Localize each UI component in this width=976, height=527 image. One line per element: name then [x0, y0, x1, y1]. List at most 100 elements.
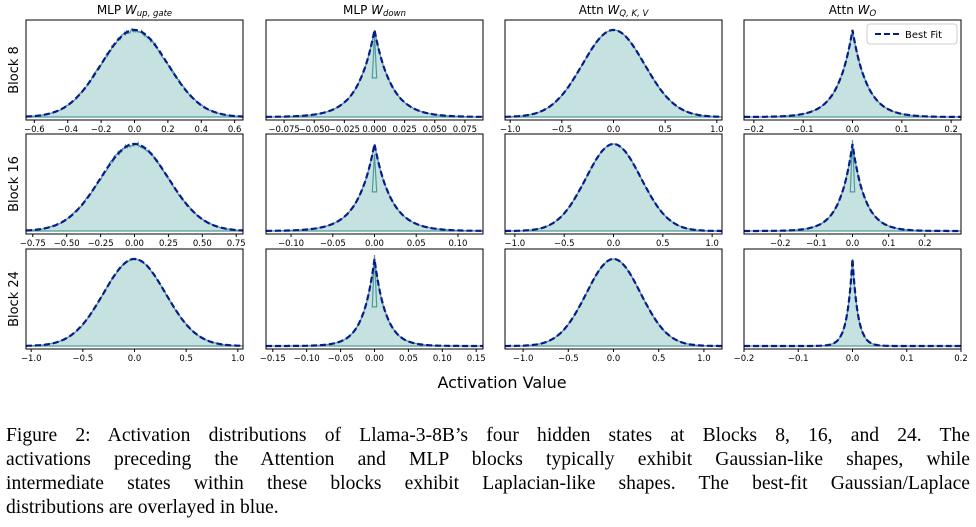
- x-tick-label: −0.5: [554, 239, 575, 249]
- x-tick-label: 0.025: [392, 125, 416, 135]
- x-tick-label: 0.0: [128, 354, 142, 364]
- activation-distribution-figure: MLP Wup, gate MLP Wdown Attn WQ, K, V Attn …: [7, 3, 968, 392]
- caption-line: Figure 2: Activation distributions of Ll…: [6, 425, 970, 446]
- x-tick-label: −0.50: [54, 239, 80, 249]
- x-tick-label: −0.6: [24, 125, 45, 135]
- histogram-spike: [849, 140, 856, 193]
- x-tick-label: 0.10: [433, 354, 452, 364]
- caption-line: intermediate states within these blocks …: [6, 473, 970, 494]
- distribution-panel: −0.15 −0.10 −0.05 0.00 0.05 0.10 0.15: [260, 248, 486, 364]
- column-title: Attn WO: [829, 3, 877, 19]
- figure-caption: Figure 2: Activation distributions of Ll…: [6, 424, 970, 520]
- x-tick-label: 0.0: [846, 125, 860, 135]
- x-tick-label: −0.2: [744, 125, 765, 135]
- x-tick-label: 0.25: [159, 239, 178, 249]
- column-title: MLP Wup, gate: [97, 3, 172, 19]
- x-tick-label: −0.5: [558, 354, 579, 364]
- x-tick-label: −0.10: [278, 239, 304, 249]
- x-tick-label: −0.15: [260, 354, 286, 364]
- row-label: Block 16: [7, 156, 22, 212]
- x-tick-label: 0.1: [895, 125, 909, 135]
- x-tick-label: −0.75: [20, 239, 46, 249]
- best-fit-curve: [266, 143, 483, 232]
- x-tick-label: 0.10: [448, 239, 467, 249]
- distribution-panel: −0.075−0.050−0.025 0.000 0.025 0.050 0.075: [265, 19, 484, 135]
- x-tick-label: 0.075: [453, 125, 477, 135]
- distribution-panel: −0.2 −0.1 0.0 0.1 0.2: [734, 248, 968, 364]
- x-tick-label: 0.2: [918, 239, 932, 249]
- x-tick-label: 0.50: [193, 239, 212, 249]
- x-tick-label: −0.10: [294, 354, 320, 364]
- x-tick-label: 0.0: [607, 239, 621, 249]
- x-tick-label: −0.2: [734, 354, 755, 364]
- x-tick-label: 0.5: [658, 125, 672, 135]
- x-tick-label: 0.000: [362, 125, 386, 135]
- x-tick-label: −0.5: [552, 125, 573, 135]
- distribution-panel: −1.0 −0.5 0.0 0.5 1.0: [21, 248, 245, 364]
- column-title: MLP Wdown: [343, 3, 406, 19]
- x-tick-label: 0.00: [365, 354, 384, 364]
- distribution-panel: −0.6 −0.4 −0.2 0.0 0.2 0.4 0.6: [24, 19, 244, 135]
- histogram-area: [25, 27, 244, 118]
- x-axis-label: Activation Value: [437, 373, 566, 392]
- best-fit-curve: [505, 257, 722, 348]
- x-tick-label: −0.075: [268, 125, 299, 135]
- x-tick-label: −1.0: [21, 354, 42, 364]
- distribution-panel: −1.0 −0.5 0.0 0.5 1.0: [500, 19, 724, 135]
- x-tick-label: −0.050: [298, 125, 329, 135]
- x-tick-label: 1.0: [705, 239, 719, 249]
- x-tick-label: −1.0: [505, 239, 526, 249]
- distribution-panel: −1.0 −0.5 0.0 0.5 1.0: [504, 248, 723, 364]
- x-tick-label: 0.05: [399, 354, 418, 364]
- best-fit-curve: [266, 29, 483, 118]
- best-fit-curve: [744, 29, 961, 118]
- x-tick-label: 0.2: [161, 125, 175, 135]
- distribution-panel: −0.2 −0.1 0.0 0.1 0.2 Best Fit: [743, 19, 962, 135]
- distribution-panel: −0.75 −0.50 −0.25 0.00 0.25 0.50 0.75: [20, 133, 246, 249]
- x-tick-label: 0.0: [607, 354, 621, 364]
- x-tick-label: 0.5: [652, 354, 666, 364]
- x-tick-label: 0.5: [656, 239, 670, 249]
- histogram-area: [505, 258, 722, 347]
- caption-line: activations preceding the Attention and …: [6, 449, 970, 470]
- histogram-area: [504, 29, 723, 118]
- best-fit-curve: [505, 142, 722, 233]
- x-tick-label: 1.0: [697, 354, 711, 364]
- x-tick-label: 0.2: [944, 125, 958, 135]
- x-tick-label: 0.0: [846, 354, 860, 364]
- row-label: Block 8: [7, 46, 22, 94]
- row-label: Block 24: [7, 271, 22, 327]
- x-tick-label: 0.00: [125, 239, 144, 249]
- x-tick-label: −0.2: [91, 125, 112, 135]
- histogram-area: [25, 257, 244, 347]
- distribution-panel: −0.2 −0.1 0.0 0.1 0.2: [743, 133, 962, 249]
- legend-label: Best Fit: [905, 30, 942, 41]
- x-tick-label: −0.1: [793, 125, 814, 135]
- best-fit-curve: [26, 257, 243, 347]
- x-tick-label: −0.1: [788, 354, 809, 364]
- distribution-panel: −0.10 −0.05 0.00 0.05 0.10: [265, 133, 484, 249]
- histogram-spike: [371, 255, 378, 308]
- x-tick-label: 0.0: [607, 125, 621, 135]
- histogram-area: [505, 143, 722, 232]
- x-tick-label: 0.1: [900, 354, 914, 364]
- x-tick-label: 0.00: [365, 239, 384, 249]
- histogram-area: [25, 140, 244, 232]
- distribution-panel: −1.0 −0.5 0.0 0.5 1.0: [504, 133, 723, 249]
- histogram-spike: [371, 154, 378, 193]
- x-tick-label: −0.05: [320, 239, 346, 249]
- x-tick-label: 0.15: [467, 354, 486, 364]
- x-tick-label: −0.5: [73, 354, 94, 364]
- x-tick-label: 0.4: [195, 125, 209, 135]
- caption-line: distributions are overlayed in blue.: [6, 497, 279, 518]
- x-tick-label: −0.4: [57, 125, 78, 135]
- best-fit-curve: [744, 258, 961, 348]
- x-tick-label: 0.5: [179, 354, 193, 364]
- x-tick-label: −0.25: [88, 239, 114, 249]
- x-tick-label: 1.0: [710, 125, 724, 135]
- best-fit-curve: [505, 28, 722, 118]
- x-tick-label: 0.050: [423, 125, 447, 135]
- legend: Best Fit: [866, 23, 958, 45]
- x-tick-label: 0.0: [128, 125, 142, 135]
- x-tick-label: −0.1: [806, 239, 827, 249]
